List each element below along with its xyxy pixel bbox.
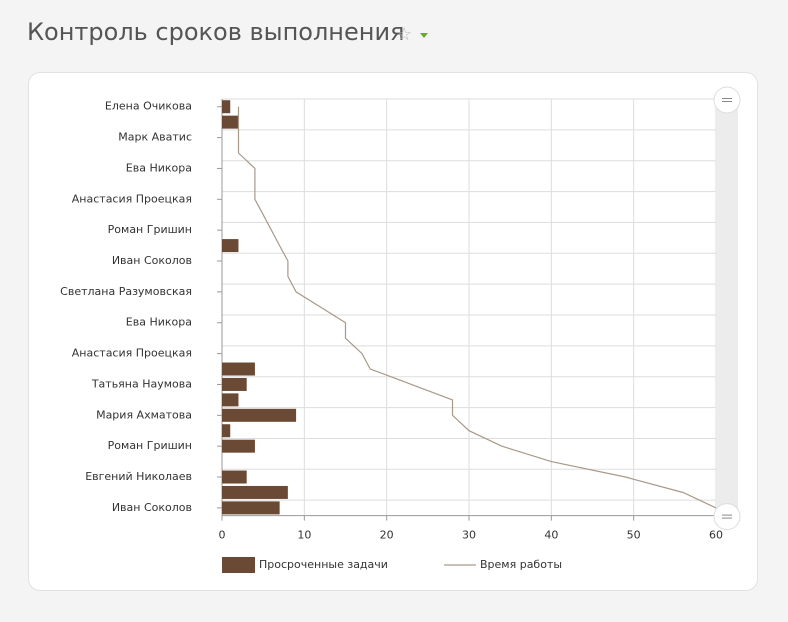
y-tick-label: Ева Никора: [126, 316, 192, 329]
favorite-star[interactable]: ☆: [396, 24, 413, 45]
x-tick-label: 0: [219, 529, 226, 542]
x-tick-label: 10: [297, 529, 311, 542]
y-tick-label: Елена Очикова: [105, 100, 192, 113]
scroll-handle[interactable]: [713, 503, 741, 531]
y-tick-label: Светлана Разумовская: [60, 285, 192, 298]
dropdown-caret[interactable]: [420, 33, 428, 38]
bar: [222, 377, 247, 391]
page-title: Контроль сроков выполнения: [27, 18, 405, 46]
y-tick-label: Татьяна Наумова: [91, 377, 192, 390]
bar: [222, 100, 231, 114]
y-tick-label: Роман Гришин: [108, 439, 192, 452]
legend-label: Время работы: [480, 558, 562, 571]
bar: [222, 501, 280, 515]
y-tick-label: Евгений Николаев: [85, 470, 192, 483]
y-tick-label: Иван Соколов: [112, 501, 192, 514]
y-tick-label: Мария Ахматова: [96, 408, 192, 421]
y-tick-label: Анастасия Проецкая: [72, 347, 192, 360]
y-tick-label: Анастасия Проецкая: [72, 192, 192, 205]
x-tick-label: 60: [709, 529, 723, 542]
bar: [222, 362, 255, 376]
legend-swatch: [222, 557, 255, 573]
scrollbar-track: [716, 100, 738, 517]
bar: [222, 439, 255, 453]
bar: [222, 239, 239, 253]
bar: [222, 115, 239, 129]
widget-card: [28, 72, 758, 591]
y-tick-label: Иван Соколов: [112, 254, 192, 267]
bar: [222, 470, 247, 484]
bar: [222, 485, 288, 499]
legend-label: Просроченные задачи: [259, 558, 388, 571]
line: [237, 106, 717, 509]
y-tick-label: Марк Аватис: [118, 131, 192, 144]
x-tick-label: 50: [627, 529, 641, 542]
bar: [222, 393, 239, 407]
y-tick-label: Роман Гришин: [108, 223, 192, 236]
bar: [222, 424, 231, 438]
scroll-handle[interactable]: [713, 86, 741, 114]
x-tick-label: 30: [462, 529, 476, 542]
y-tick-label: Ева Никора: [126, 161, 192, 174]
bar: [222, 408, 297, 422]
x-tick-label: 40: [544, 529, 558, 542]
x-tick-label: 20: [380, 529, 394, 542]
